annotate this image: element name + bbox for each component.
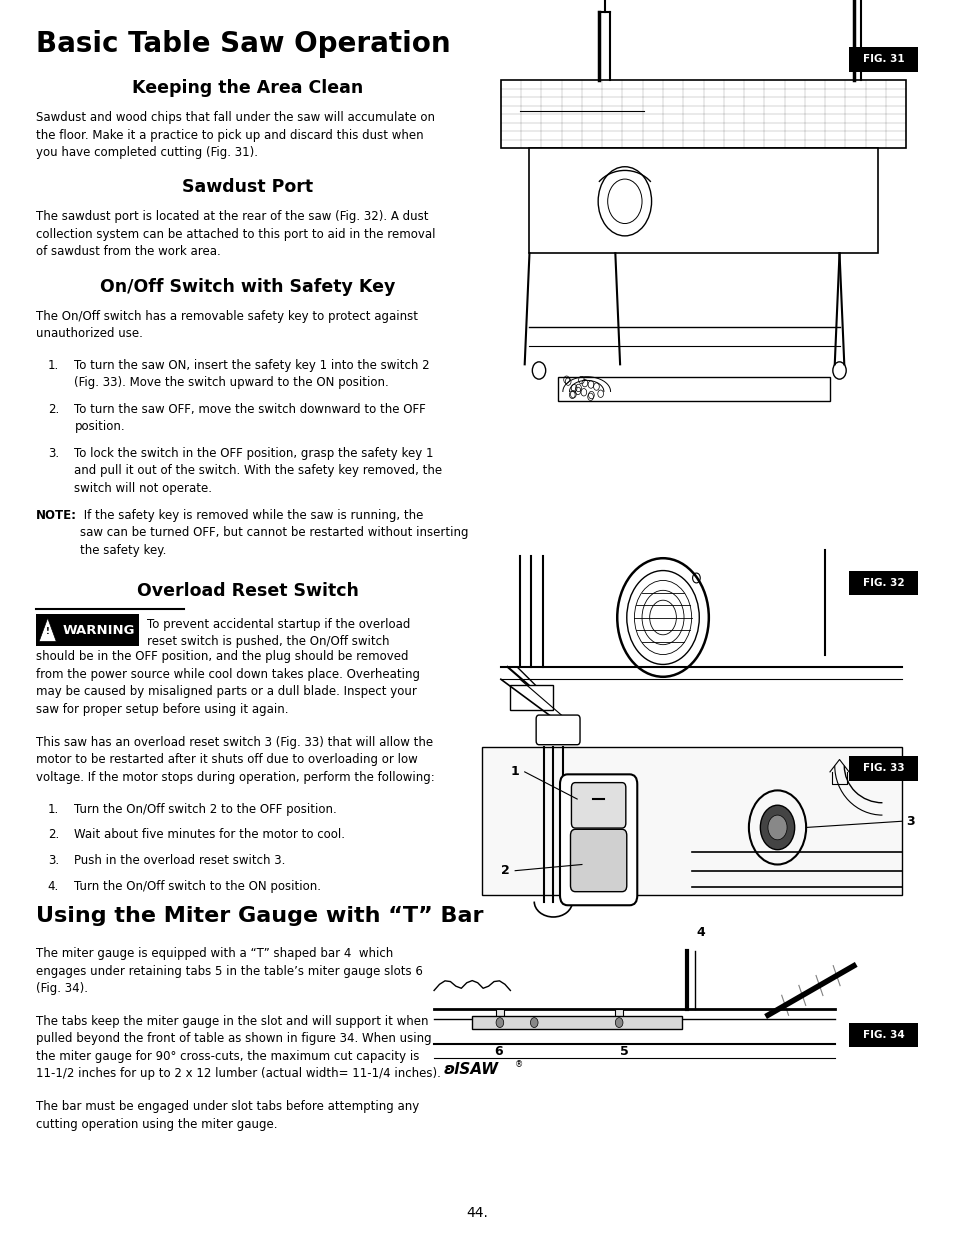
Text: !: !: [46, 627, 50, 636]
Text: NOTE:: NOTE:: [36, 509, 77, 522]
Circle shape: [767, 815, 786, 840]
FancyBboxPatch shape: [496, 1009, 503, 1026]
Text: The miter gauge is equipped with a “T” shaped bar 4  which
engages under retaini: The miter gauge is equipped with a “T” s…: [36, 947, 423, 995]
Text: To lock the switch in the OFF position, grasp the safety key 1
and pull it out o: To lock the switch in the OFF position, …: [74, 447, 442, 494]
FancyBboxPatch shape: [570, 830, 626, 892]
Text: To prevent accidental startup if the overload
reset switch is pushed, the On/Off: To prevent accidental startup if the ove…: [147, 618, 410, 648]
Text: The sawdust port is located at the rear of the saw (Fig. 32). A dust
collection : The sawdust port is located at the rear …: [36, 210, 436, 258]
FancyBboxPatch shape: [529, 148, 877, 253]
FancyBboxPatch shape: [36, 614, 139, 646]
FancyBboxPatch shape: [558, 377, 829, 401]
Text: The tabs keep the miter gauge in the slot and will support it when
pulled beyond: The tabs keep the miter gauge in the slo…: [36, 1015, 440, 1081]
FancyBboxPatch shape: [510, 685, 553, 710]
Text: If the safety key is removed while the saw is running, the
saw can be turned OFF: If the safety key is removed while the s…: [80, 509, 468, 557]
FancyBboxPatch shape: [559, 774, 637, 905]
Text: FIG. 32: FIG. 32: [862, 578, 903, 588]
Text: 4.: 4.: [48, 879, 59, 893]
Text: FIG. 33: FIG. 33: [862, 763, 903, 773]
Text: WARNING: WARNING: [63, 624, 135, 637]
FancyBboxPatch shape: [472, 1016, 681, 1029]
Text: FIG. 31: FIG. 31: [862, 54, 903, 64]
Text: Using the Miter Gauge with “T” Bar: Using the Miter Gauge with “T” Bar: [36, 905, 483, 925]
Text: On/Off Switch with Safety Key: On/Off Switch with Safety Key: [100, 278, 395, 295]
Text: 2.: 2.: [48, 403, 59, 416]
Text: 3: 3: [905, 815, 914, 827]
FancyBboxPatch shape: [536, 715, 579, 745]
Text: To turn the saw OFF, move the switch downward to the OFF
position.: To turn the saw OFF, move the switch dow…: [74, 403, 426, 433]
Circle shape: [496, 1018, 503, 1028]
Text: 1.: 1.: [48, 358, 59, 372]
Text: The On/Off switch has a removable safety key to protect against
unauthorized use: The On/Off switch has a removable safety…: [36, 310, 417, 340]
Text: Sawdust Port: Sawdust Port: [182, 178, 314, 196]
FancyBboxPatch shape: [848, 571, 917, 595]
Text: 3.: 3.: [48, 855, 59, 867]
Text: Basic Table Saw Operation: Basic Table Saw Operation: [36, 30, 451, 58]
FancyBboxPatch shape: [571, 783, 625, 827]
Text: should be in the OFF position, and the plug should be removed
from the power sou: should be in the OFF position, and the p…: [36, 650, 420, 715]
Text: 1.: 1.: [48, 803, 59, 816]
Text: 2: 2: [500, 864, 509, 877]
Text: FIG. 34: FIG. 34: [862, 1030, 903, 1040]
Text: 6: 6: [494, 1045, 503, 1058]
Text: ʚlSAW: ʚlSAW: [443, 1062, 498, 1077]
Text: 1: 1: [510, 766, 518, 778]
Text: 44.: 44.: [466, 1207, 487, 1220]
FancyBboxPatch shape: [500, 80, 905, 148]
Polygon shape: [481, 747, 901, 895]
Circle shape: [615, 1018, 622, 1028]
Text: 4: 4: [696, 925, 704, 939]
Text: The bar must be engaged under slot tabs before attempting any
cutting operation : The bar must be engaged under slot tabs …: [36, 1100, 419, 1130]
FancyBboxPatch shape: [848, 1023, 917, 1047]
Circle shape: [530, 1018, 537, 1028]
FancyBboxPatch shape: [848, 756, 917, 781]
Circle shape: [760, 805, 794, 850]
Text: Turn the On/Off switch 2 to the OFF position.: Turn the On/Off switch 2 to the OFF posi…: [74, 803, 336, 816]
Text: ®: ®: [515, 1060, 523, 1068]
Text: Sawdust and wood chips that fall under the saw will accumulate on
the floor. Mak: Sawdust and wood chips that fall under t…: [36, 111, 435, 159]
Text: 2.: 2.: [48, 829, 59, 841]
Text: Wait about five minutes for the motor to cool.: Wait about five minutes for the motor to…: [74, 829, 345, 841]
Text: 3.: 3.: [48, 447, 59, 459]
Text: To turn the saw ON, insert the safety key 1 into the switch 2
(Fig. 33). Move th: To turn the saw ON, insert the safety ke…: [74, 358, 430, 389]
Text: Push in the overload reset switch 3.: Push in the overload reset switch 3.: [74, 855, 286, 867]
Polygon shape: [39, 618, 56, 641]
FancyBboxPatch shape: [615, 1009, 622, 1026]
FancyBboxPatch shape: [848, 47, 917, 72]
Text: Turn the On/Off switch to the ON position.: Turn the On/Off switch to the ON positio…: [74, 879, 321, 893]
Text: This saw has an overload reset switch 3 (Fig. 33) that will allow the
motor to b: This saw has an overload reset switch 3 …: [36, 736, 435, 783]
Text: 5: 5: [619, 1045, 629, 1058]
Text: Overload Reset Switch: Overload Reset Switch: [137, 582, 358, 600]
Text: Keeping the Area Clean: Keeping the Area Clean: [132, 79, 363, 98]
